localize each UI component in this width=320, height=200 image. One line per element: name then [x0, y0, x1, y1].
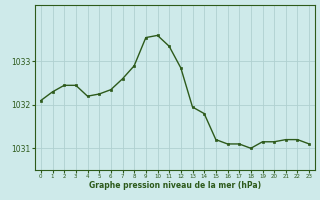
X-axis label: Graphe pression niveau de la mer (hPa): Graphe pression niveau de la mer (hPa) [89, 181, 261, 190]
